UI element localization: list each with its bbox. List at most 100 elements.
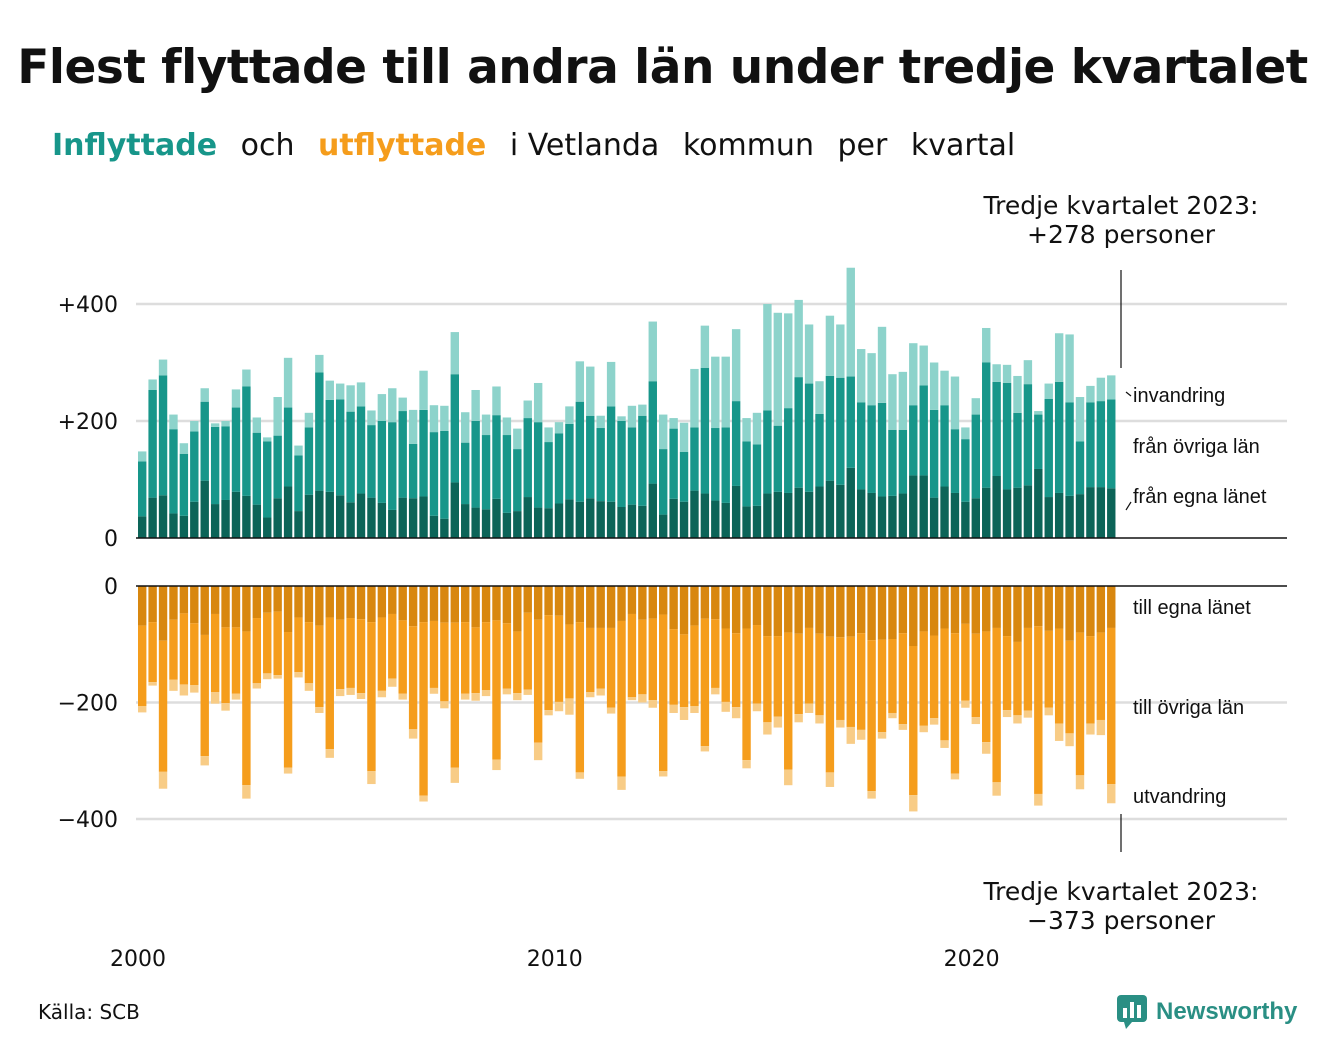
bar-utflyttade-segment bbox=[210, 586, 220, 614]
bar-utflyttade-segment bbox=[533, 742, 543, 761]
bar-utflyttade-segment bbox=[784, 586, 793, 633]
bar-utflyttade-segment bbox=[763, 586, 772, 637]
bar-utflyttade-segment bbox=[242, 586, 251, 632]
bar-utflyttade-segment bbox=[919, 586, 928, 632]
bar-utflyttade-segment bbox=[1096, 719, 1106, 736]
bar-inflyttade-segment bbox=[919, 385, 928, 476]
bar-inflyttade-segment bbox=[554, 422, 564, 434]
bar-utflyttade-segment bbox=[1075, 586, 1085, 633]
bar-utflyttade-segment bbox=[679, 634, 689, 708]
bar-inflyttade-segment bbox=[627, 504, 637, 538]
bar-inflyttade-segment bbox=[784, 492, 793, 538]
bar-utflyttade-segment bbox=[461, 622, 470, 694]
bar-inflyttade-segment bbox=[273, 397, 282, 436]
bar-utflyttade-segment bbox=[909, 795, 918, 812]
bar-inflyttade-segment bbox=[825, 480, 835, 538]
bar-utflyttade-segment bbox=[210, 613, 220, 693]
bar-utflyttade-segment bbox=[502, 688, 512, 695]
bar-utflyttade-segment bbox=[794, 633, 803, 715]
bar-inflyttade-segment bbox=[919, 475, 928, 538]
bar-utflyttade-segment bbox=[502, 586, 512, 624]
bar-inflyttade-segment bbox=[690, 427, 699, 491]
bar-inflyttade-segment bbox=[210, 504, 220, 538]
bar-utflyttade-segment bbox=[627, 697, 637, 701]
bar-utflyttade-segment bbox=[544, 586, 553, 616]
bar-utflyttade-segment bbox=[909, 586, 918, 646]
bar-utflyttade-segment bbox=[856, 586, 866, 634]
bar-utflyttade-segment bbox=[221, 586, 230, 628]
subtitle-place: i Vetlanda bbox=[509, 128, 660, 163]
bar-inflyttade-segment bbox=[315, 490, 324, 538]
bar-inflyttade-segment bbox=[669, 428, 678, 499]
bar-utflyttade-segment bbox=[440, 586, 449, 623]
bar-utflyttade-segment bbox=[377, 617, 387, 691]
bar-inflyttade-segment bbox=[242, 386, 251, 496]
bar-utflyttade-segment bbox=[283, 632, 293, 768]
bar-inflyttade-segment bbox=[544, 442, 553, 509]
bar-inflyttade-segment bbox=[711, 428, 720, 501]
bar-utflyttade-segment bbox=[408, 626, 418, 730]
bar-inflyttade-segment bbox=[138, 461, 147, 517]
bar-inflyttade-segment bbox=[221, 421, 230, 427]
bar-utflyttade-segment bbox=[679, 586, 689, 635]
bar-utflyttade-segment bbox=[992, 627, 1001, 783]
bar-utflyttade-segment bbox=[398, 586, 407, 621]
chart-subtitle: Inflyttade och utflyttade i Vetlanda kom… bbox=[52, 128, 1029, 163]
bar-inflyttade-segment bbox=[877, 496, 887, 538]
bar-utflyttade-segment bbox=[742, 760, 751, 769]
bar-inflyttade-segment bbox=[273, 435, 282, 499]
bar-inflyttade-segment bbox=[690, 490, 699, 538]
bar-utflyttade-segment bbox=[617, 776, 626, 790]
bar-utflyttade-segment bbox=[377, 690, 387, 698]
bar-inflyttade-segment bbox=[533, 507, 543, 538]
bar-inflyttade-segment bbox=[877, 402, 887, 497]
bar-inflyttade-segment bbox=[1013, 375, 1022, 413]
bar-utflyttade-segment bbox=[961, 586, 970, 624]
bar-utflyttade-segment bbox=[200, 634, 209, 757]
bar-inflyttade-segment bbox=[638, 404, 647, 416]
bar-utflyttade-segment bbox=[596, 688, 605, 696]
bar-utflyttade-segment bbox=[606, 586, 616, 628]
bar-inflyttade-segment bbox=[690, 368, 699, 428]
bar-utflyttade-segment bbox=[940, 586, 949, 629]
bar-inflyttade-segment bbox=[679, 501, 689, 538]
bar-utflyttade-segment bbox=[356, 619, 366, 694]
bar-utflyttade-segment bbox=[1002, 586, 1012, 637]
bar-inflyttade-segment bbox=[148, 379, 157, 390]
bar-utflyttade-segment bbox=[992, 782, 1001, 796]
bar-inflyttade-segment bbox=[659, 414, 668, 450]
bar-inflyttade-segment bbox=[1075, 494, 1085, 538]
chart-title: Flest flyttade till andra län under tred… bbox=[17, 40, 1308, 95]
bar-utflyttade-segment bbox=[1075, 632, 1085, 776]
bar-utflyttade-segment bbox=[1034, 626, 1043, 794]
bar-utflyttade-segment bbox=[1054, 586, 1064, 629]
bar-inflyttade-segment bbox=[1023, 485, 1033, 538]
bar-inflyttade-segment bbox=[398, 497, 407, 538]
bar-inflyttade-segment bbox=[408, 443, 418, 499]
bar-utflyttade-segment bbox=[888, 586, 897, 640]
bar-utflyttade-segment bbox=[586, 627, 595, 693]
bar-utflyttade-segment bbox=[659, 586, 668, 615]
bar-utflyttade-segment bbox=[450, 767, 459, 783]
label-till-ovriga-lan: till övriga län bbox=[1133, 697, 1244, 719]
bar-utflyttade-segment bbox=[898, 633, 908, 725]
bar-utflyttade-segment bbox=[586, 586, 595, 628]
bar-utflyttade-segment bbox=[752, 586, 762, 626]
bar-utflyttade-segment bbox=[867, 791, 876, 799]
label-connector bbox=[1125, 501, 1132, 511]
bar-inflyttade-segment bbox=[1013, 412, 1022, 488]
bar-utflyttade-segment bbox=[1075, 775, 1085, 790]
bar-utflyttade-segment bbox=[1096, 586, 1106, 633]
bar-inflyttade-segment bbox=[492, 498, 501, 538]
bar-inflyttade-segment bbox=[711, 356, 720, 429]
bar-inflyttade-segment bbox=[909, 343, 918, 406]
bar-inflyttade-segment bbox=[731, 401, 741, 486]
bar-utflyttade-segment bbox=[846, 636, 855, 727]
bar-utflyttade-segment bbox=[700, 618, 710, 747]
bar-utflyttade-segment bbox=[627, 613, 637, 698]
bar-utflyttade-segment bbox=[158, 586, 168, 641]
bar-utflyttade-segment bbox=[929, 635, 939, 719]
bar-inflyttade-segment bbox=[752, 505, 762, 538]
bar-utflyttade-segment bbox=[481, 690, 491, 697]
bar-utflyttade-segment bbox=[1054, 628, 1064, 724]
